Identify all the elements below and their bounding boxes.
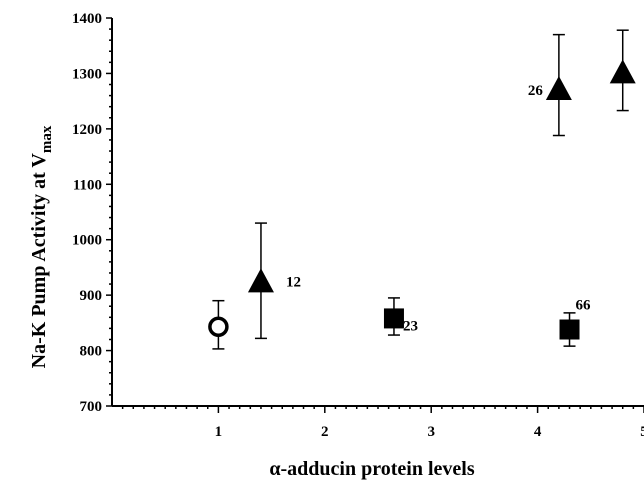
x-tick-label: 3 <box>427 424 435 440</box>
y-tick-label: 900 <box>80 288 103 304</box>
y-tick-label: 800 <box>80 344 103 360</box>
y-axis-title-subscript: max <box>39 125 55 153</box>
x-tick-label: 1 <box>215 424 223 440</box>
y-tick-label: 1000 <box>72 233 102 249</box>
y-tick-label: 1400 <box>72 11 102 27</box>
data-point: 23 <box>383 297 418 336</box>
y-tick-label: 1300 <box>72 66 102 82</box>
x-tick-label: 5 <box>640 424 644 440</box>
square-marker <box>559 319 580 340</box>
point-label: 23 <box>403 318 418 334</box>
circle-marker <box>208 316 229 337</box>
y-tick-label: 1100 <box>73 177 102 193</box>
y-tick-label: 1200 <box>72 122 102 138</box>
x-tick-label: 2 <box>321 424 329 440</box>
data-point: 66 <box>559 298 592 347</box>
data-point <box>208 299 229 350</box>
data-point: 26 <box>528 33 572 137</box>
y-axis-title-main: Na-K Pump Activity at V <box>28 153 50 369</box>
x-axis-title: α-adducin protein levels <box>269 458 474 480</box>
data-points: 12 23 26 66 1 <box>208 29 636 350</box>
point-label: 66 <box>576 298 592 314</box>
data-point: 1 <box>609 29 636 112</box>
triangle-marker <box>247 268 274 293</box>
triangle-marker <box>545 75 572 100</box>
y-axis-title: Na-K Pump Activity at Vmax <box>28 125 55 368</box>
x-tick-label: 4 <box>534 424 542 440</box>
axes <box>111 18 644 407</box>
data-point: 12 <box>247 222 301 340</box>
square-marker <box>383 308 404 329</box>
point-label: 26 <box>528 83 544 99</box>
point-label: 12 <box>286 274 301 290</box>
triangle-marker <box>609 59 636 84</box>
y-tick-label: 700 <box>80 399 103 415</box>
